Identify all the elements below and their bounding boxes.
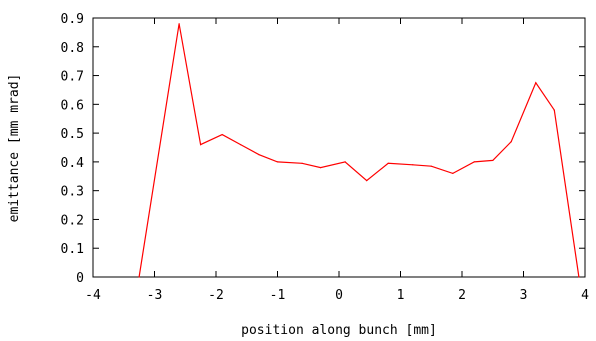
data-point: [578, 276, 580, 278]
data-point: [344, 161, 346, 163]
y-tick-label: 0: [76, 271, 84, 286]
y-axis: 0 0.1 0.2 0.3 0.4 0.5 0.6 0.7 0.8 0.9: [61, 12, 585, 286]
data-point: [301, 162, 303, 164]
x-axis: -4 -3 -2 -1 0 1 2 3 4: [85, 18, 589, 303]
x-tick-label: 2: [458, 288, 466, 303]
y-tick-label: 0.2: [61, 213, 84, 228]
y-tick-label: 0.6: [61, 98, 84, 113]
x-tick-label: 1: [397, 288, 405, 303]
data-point: [492, 159, 494, 162]
y-tick-label: 0.8: [61, 41, 84, 56]
data-point: [221, 133, 223, 136]
data-point: [430, 165, 432, 167]
data-point: [319, 167, 322, 169]
x-tick-label: 4: [581, 288, 589, 303]
data-point: [258, 154, 260, 156]
y-tick-label: 0.3: [61, 185, 84, 200]
x-tick-label: -2: [208, 288, 224, 303]
data-point: [452, 172, 454, 174]
data-point: [366, 179, 368, 182]
x-tick-label: 0: [335, 288, 343, 303]
data-point: [510, 141, 512, 143]
y-tick-label: 0.5: [61, 127, 84, 142]
x-tick-label: -3: [147, 288, 163, 303]
x-tick-label: -4: [85, 288, 101, 303]
data-point: [240, 144, 242, 146]
data-point: [412, 164, 414, 166]
emittance-series-line: [138, 23, 580, 278]
x-tick-label: -1: [270, 288, 286, 303]
plot-frame: [92, 17, 586, 278]
data-point: [553, 109, 555, 111]
y-axis-label: emittance [mm mrad]: [7, 74, 22, 223]
y-tick-label: 0.4: [61, 156, 85, 171]
y-tick-label: 0.9: [61, 12, 84, 27]
y-tick-label: 0.1: [61, 242, 84, 257]
x-axis-label: position along bunch [mm]: [241, 323, 437, 338]
data-point: [387, 162, 389, 164]
data-point: [200, 144, 202, 146]
data-point: [535, 82, 537, 84]
data-point: [473, 161, 475, 163]
x-tick-label: 3: [520, 288, 528, 303]
y-tick-label: 0.7: [61, 70, 84, 85]
series-layer: [138, 23, 580, 278]
data-point: [276, 161, 279, 163]
data-point: [138, 276, 140, 278]
data-point: [178, 23, 180, 25]
